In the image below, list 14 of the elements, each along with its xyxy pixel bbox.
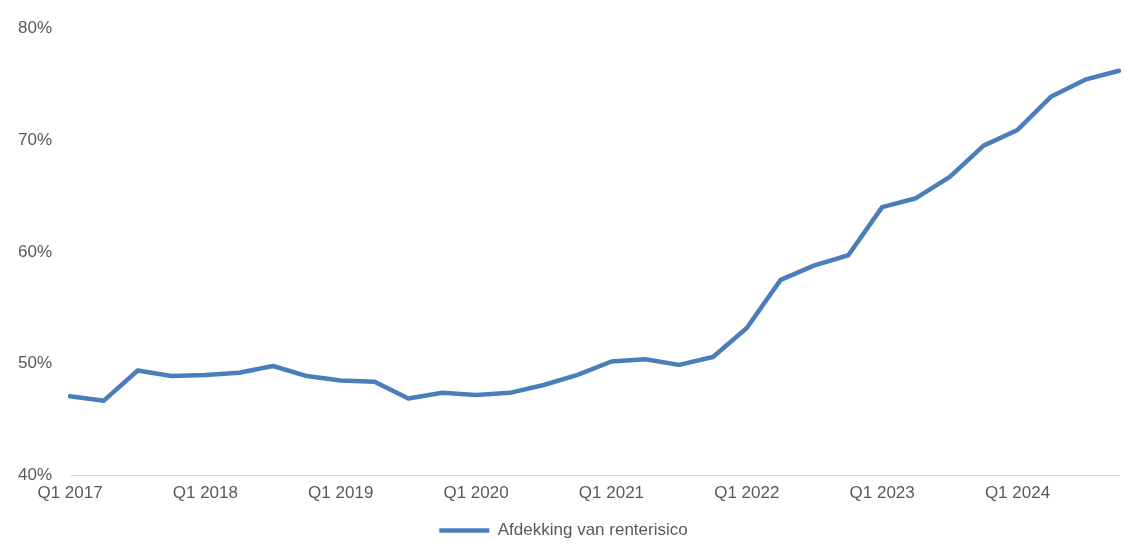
y-tick-label: 80% <box>17 17 53 37</box>
x-tick-label: Q1 2021 <box>578 483 645 503</box>
x-tick-label: Q1 2017 <box>37 483 103 503</box>
y-tick-label: 40% <box>17 465 53 485</box>
x-tick-label: Q1 2024 <box>984 483 1051 503</box>
x-tick-label: Q1 2022 <box>714 483 780 503</box>
y-tick-label: 50% <box>17 353 53 373</box>
y-tick-label: 70% <box>17 129 53 149</box>
legend-label: Afdekking van renterisico <box>497 520 688 540</box>
x-tick-label: Q1 2023 <box>849 483 915 503</box>
x-tick-label: Q1 2020 <box>443 483 509 503</box>
y-tick-label: 60% <box>17 241 53 261</box>
x-tick-label: Q1 2019 <box>308 483 374 503</box>
x-tick-label: Q1 2018 <box>172 483 238 503</box>
